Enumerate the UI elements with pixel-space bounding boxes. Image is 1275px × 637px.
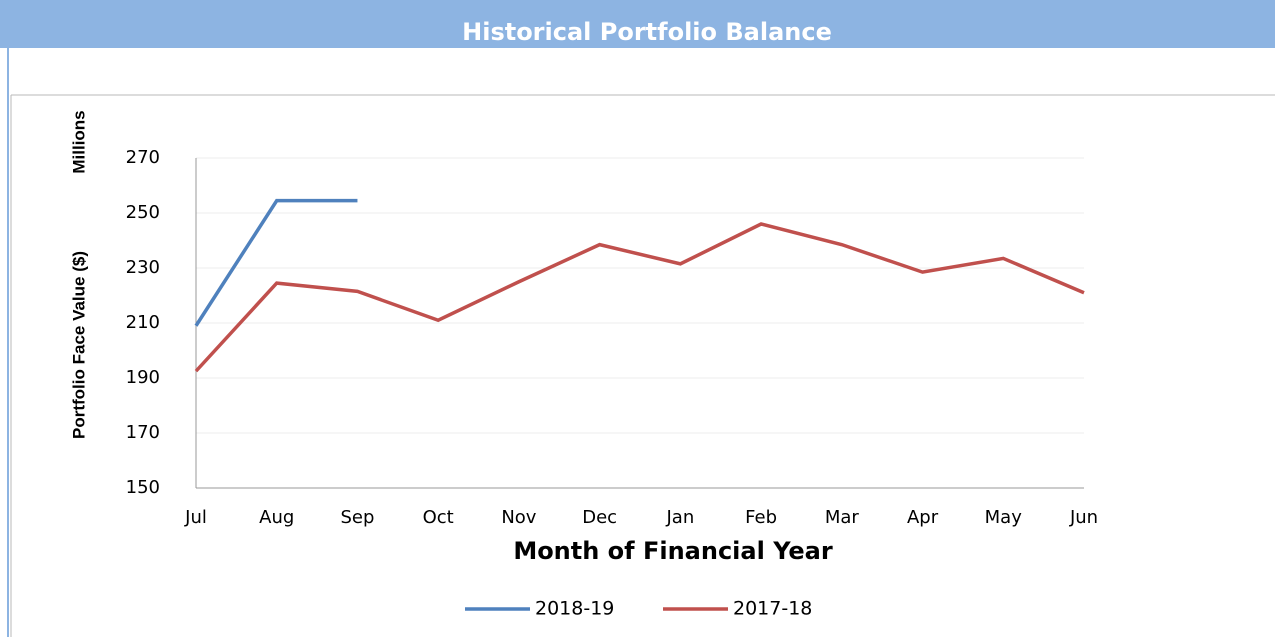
y-axis-label: Portfolio Face Value ($) xyxy=(69,251,88,439)
header-title: Historical Portfolio Balance xyxy=(462,18,832,46)
y-tick-label: 150 xyxy=(126,477,160,498)
y-tick-label: 210 xyxy=(126,312,160,333)
y-tick-label: 250 xyxy=(126,202,160,223)
y-tick-label: 190 xyxy=(126,367,160,388)
x-tick-label: Dec xyxy=(582,507,617,528)
x-tick-label: Jun xyxy=(1069,507,1098,528)
y-axis-unit: Millions xyxy=(69,110,88,173)
x-tick-label: Jul xyxy=(184,507,207,528)
legend-label: 2017-18 xyxy=(733,598,812,620)
line-series xyxy=(194,198,358,327)
x-tick-label: Apr xyxy=(907,507,939,528)
x-tick-label: May xyxy=(985,507,1023,528)
x-tick-label: Mar xyxy=(825,507,860,528)
x-tick-label: Aug xyxy=(259,507,294,528)
line-series xyxy=(194,222,1085,373)
y-tick-label: 230 xyxy=(126,257,160,278)
x-tick-label: Feb xyxy=(745,507,777,528)
y-tick-label: 270 xyxy=(126,147,160,168)
header-bar xyxy=(0,0,1275,48)
y-tick-label: 170 xyxy=(126,422,160,443)
x-tick-label: Nov xyxy=(501,507,536,528)
x-tick-label: Oct xyxy=(423,507,454,528)
x-axis-label: Month of Financial Year xyxy=(513,537,833,565)
x-tick-label: Jan xyxy=(665,507,694,528)
x-tick-label: Sep xyxy=(340,507,374,528)
legend-label: 2018-19 xyxy=(535,598,614,620)
